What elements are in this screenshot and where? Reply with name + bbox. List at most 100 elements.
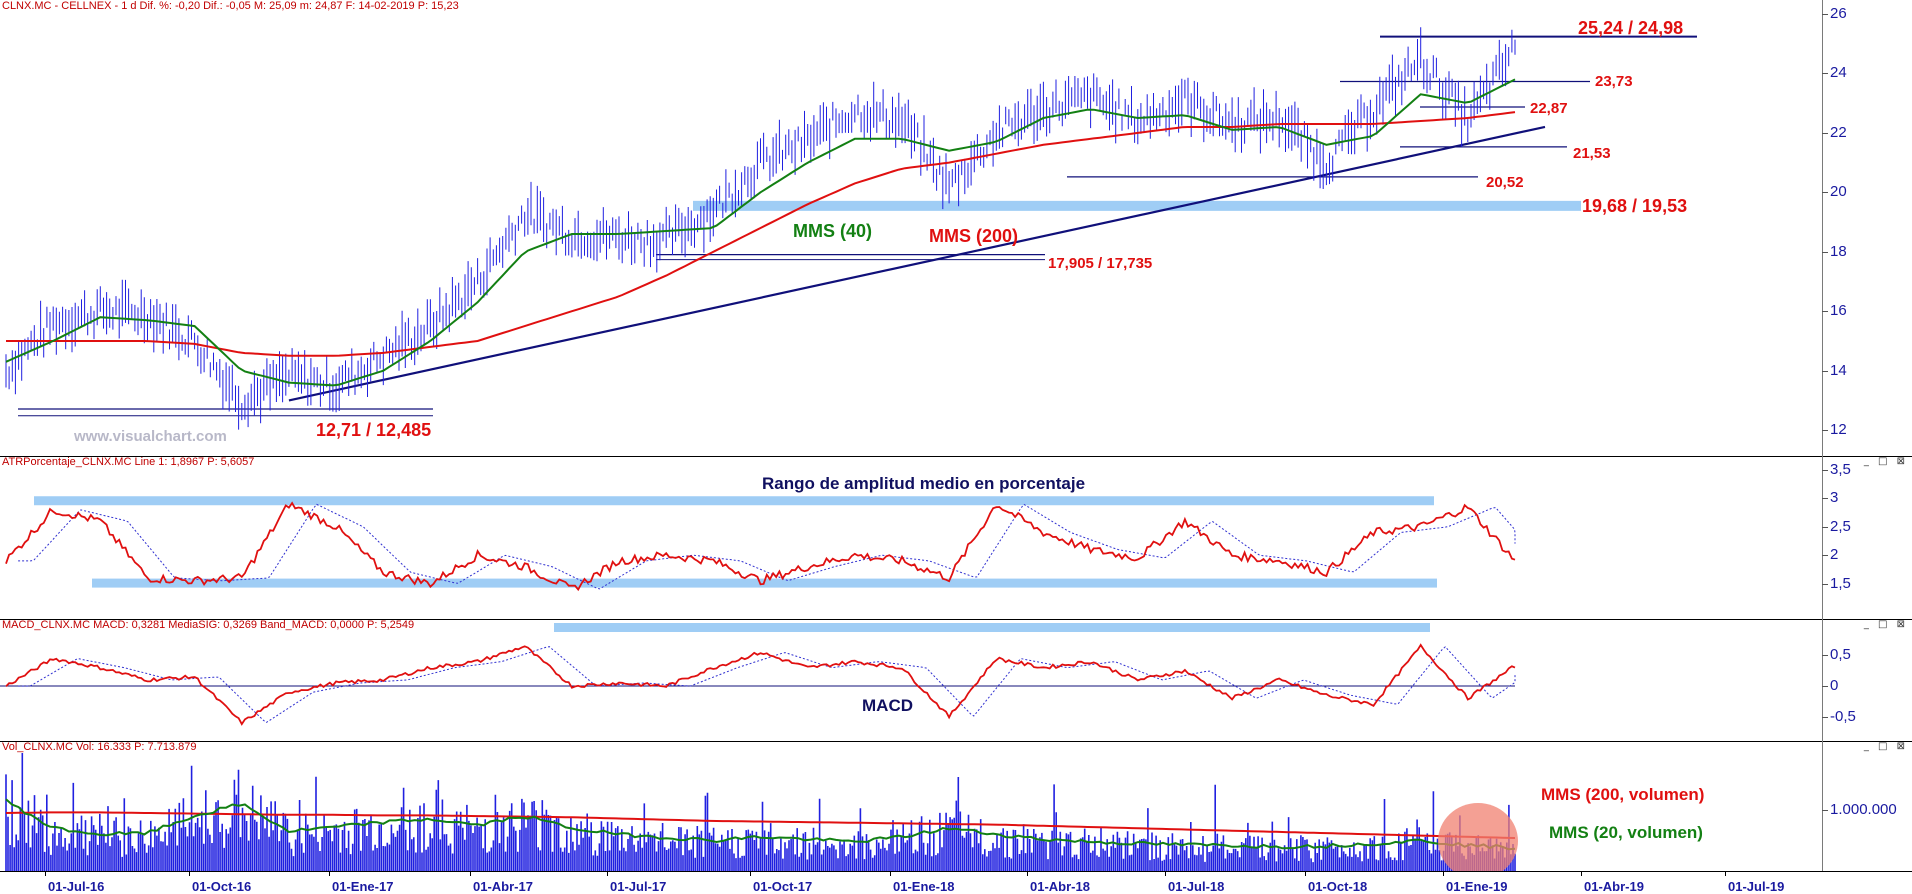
x-tick-label: 01-Oct-18	[1308, 879, 1368, 894]
atr-window-buttons[interactable]: _ □ ⊠	[1863, 456, 1908, 467]
macd-title: MACD	[862, 696, 913, 715]
y-tick-mark	[1822, 655, 1828, 657]
x-tick-mark	[750, 871, 751, 876]
x-tick-label: 01-Ene-17	[332, 879, 394, 894]
y-tick-mark	[1822, 498, 1828, 500]
x-tick-mark	[1581, 871, 1582, 876]
trend-line	[288, 125, 1546, 402]
price-axis	[1822, 0, 1912, 456]
annotation-2052: 20,52	[1486, 174, 1524, 191]
vol-mms20-line	[5, 798, 1516, 851]
x-tick-mark	[1725, 871, 1726, 876]
x-tick-mark	[470, 871, 471, 876]
atr-title: Rango de amplitud medio en porcentaje	[762, 474, 1086, 493]
annotation-2373: 23,73	[1595, 73, 1633, 90]
label-mms40: MMS (40)	[793, 221, 873, 241]
watermark: www.visualchart.com	[74, 428, 227, 445]
price-y-tick: 12	[1830, 421, 1847, 439]
x-tick-mark	[890, 871, 891, 876]
price-pane: CLNX.MC - CELLNEX - 1 d Dif. %: -0,20 Di…	[0, 0, 1912, 457]
price-y-tick: 22	[1830, 123, 1847, 141]
x-tick-label: 01-Abr-19	[1584, 879, 1644, 894]
x-tick-mark	[329, 871, 330, 876]
volume-highlight	[1438, 803, 1518, 871]
atr-y-tick: 3,5	[1830, 461, 1851, 478]
macd-window-buttons[interactable]: _ □ ⊠	[1863, 619, 1908, 630]
x-tick-label: 01-Ene-19	[1446, 879, 1508, 894]
y-tick-mark	[1822, 555, 1828, 557]
x-tick-label: 01-Jul-16	[48, 879, 105, 894]
x-tick-mark	[607, 871, 608, 876]
atr-chart	[5, 496, 1516, 592]
x-tick-mark	[189, 871, 190, 876]
y-tick-mark	[1822, 470, 1828, 471]
x-tick-label: 01-Oct-16	[192, 879, 252, 894]
atr-y-tick: 3	[1830, 489, 1839, 507]
x-tick-label: 01-Jul-19	[1728, 879, 1785, 894]
atr-line	[5, 501, 1516, 592]
y-tick-mark	[1822, 430, 1828, 432]
atr-y-tick: 1,5	[1830, 574, 1851, 592]
x-tick-mark	[1305, 871, 1306, 876]
macd-line	[5, 643, 1516, 726]
price-chart	[5, 27, 1697, 430]
macd-upper-band	[554, 623, 1430, 632]
volume-window-buttons[interactable]: _ □ ⊠	[1863, 741, 1908, 752]
macd-y-tick: -0,5	[1830, 707, 1856, 725]
price-header: CLNX.MC - CELLNEX - 1 d Dif. %: -0,20 Di…	[2, 0, 459, 12]
x-tick-mark	[1443, 871, 1444, 876]
price-y-tick: 14	[1830, 361, 1847, 379]
annotation-2287: 22,87	[1530, 100, 1568, 117]
volume-axis	[1822, 741, 1912, 871]
atr-y-tick: 2	[1830, 546, 1839, 564]
price-y-tick: 16	[1830, 302, 1847, 320]
y-tick-mark	[1822, 716, 1828, 718]
macd-header: MACD_CLNX.MC MACD: 0,3281 MediaSIG: 0,32…	[2, 619, 415, 631]
macd-y-tick: 0	[1830, 677, 1839, 695]
macd-pane: MACD_CLNX.MC MACD: 0,3281 MediaSIG: 0,32…	[0, 619, 1912, 742]
annotation-resistance-top: 25,24 / 24,98	[1578, 18, 1684, 38]
macd-axis	[1822, 619, 1912, 741]
atr-header: ATRPorcentaje_CLNX.MC Line 1: 1,8967 P: …	[2, 456, 255, 468]
price-y-tick: 26	[1830, 5, 1847, 22]
volume-chart	[5, 753, 1518, 871]
price-y-tick: 24	[1830, 64, 1847, 82]
y-tick-mark	[1822, 14, 1828, 15]
mms40-line	[5, 78, 1516, 387]
vol-mms200-line	[5, 811, 1516, 839]
macd-chart	[0, 623, 1516, 726]
x-axis	[0, 871, 1912, 893]
label-vol-mms20: MMS (20, volumen)	[1549, 823, 1703, 842]
y-tick-mark	[1822, 526, 1828, 528]
atr-y-tick: 2,5	[1830, 517, 1851, 535]
y-tick-mark	[1822, 583, 1828, 585]
x-tick-label: 01-Abr-17	[473, 879, 533, 894]
x-tick-label: 01-Jul-18	[1168, 879, 1225, 894]
atr-upper-band	[34, 496, 1434, 506]
macd-y-tick: 0,5	[1830, 646, 1851, 664]
x-tick-mark	[1027, 871, 1028, 876]
y-tick-mark	[1822, 370, 1828, 372]
atr-pane: ATRPorcentaje_CLNX.MC Line 1: 1,8967 P: …	[0, 456, 1912, 620]
volume-header: Vol_CLNX.MC Vol: 16.333 P: 7.713.879	[2, 741, 197, 753]
mms200-line	[6, 111, 1516, 357]
x-tick-mark	[1165, 871, 1166, 876]
annotation-17905: 17,905 / 17,735	[1048, 255, 1153, 272]
y-tick-mark	[1822, 251, 1828, 253]
y-tick-mark	[1822, 73, 1828, 75]
y-tick-mark	[1822, 686, 1828, 688]
x-tick-label: 01-Oct-17	[753, 879, 813, 894]
volume-pane: Vol_CLNX.MC Vol: 16.333 P: 7.713.879 _ □…	[0, 741, 1912, 871]
x-tick-label: 01-Ene-18	[893, 879, 955, 894]
y-tick-mark	[1822, 311, 1828, 313]
price-y-tick: 18	[1830, 242, 1847, 260]
x-tick-label: 01-Jul-17	[610, 879, 667, 894]
label-vol-mms200: MMS (200, volumen)	[1541, 785, 1705, 804]
x-tick-mark	[45, 871, 46, 876]
y-tick-mark	[1822, 192, 1828, 194]
volume-y-tick: 1.000.000	[1830, 800, 1897, 818]
annotation-2153: 21,53	[1573, 145, 1611, 162]
x-tick-label: 01-Abr-18	[1030, 879, 1090, 894]
y-tick-mark	[1822, 809, 1828, 811]
label-mms200: MMS (200)	[929, 226, 1019, 246]
